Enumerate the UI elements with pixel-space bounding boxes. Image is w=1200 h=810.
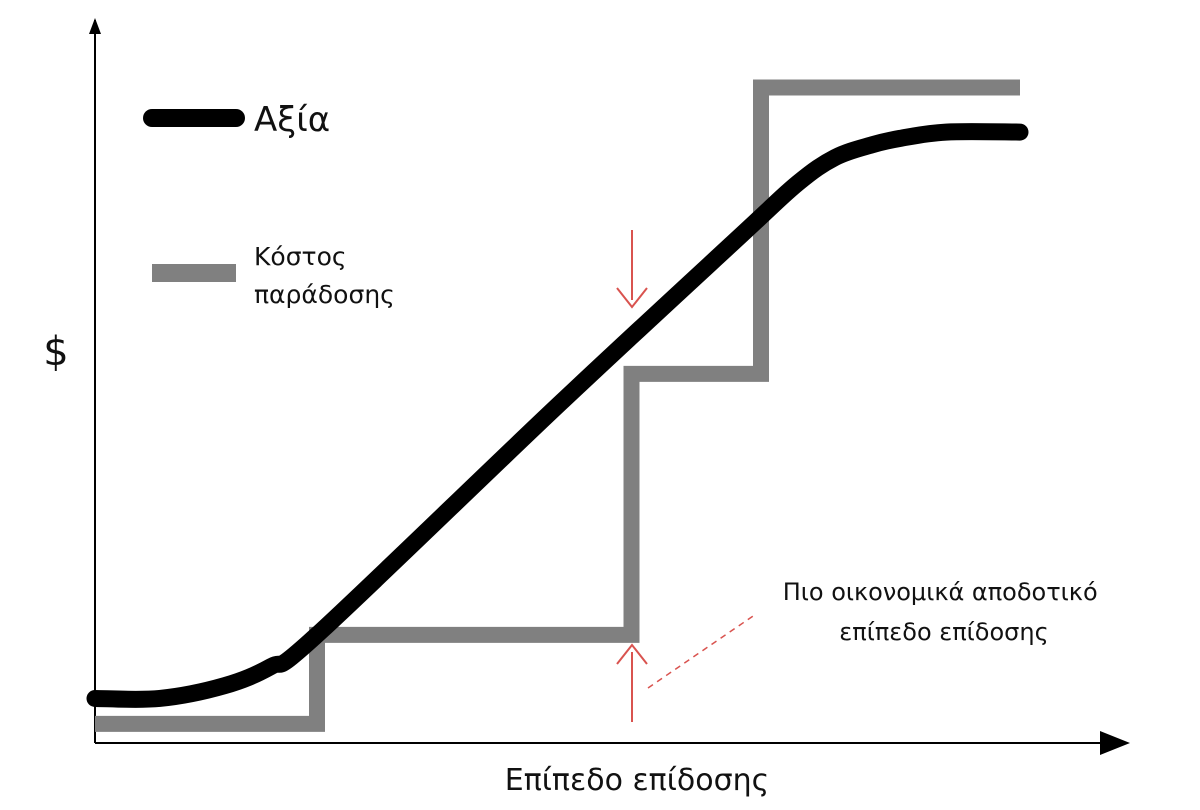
y-axis-label: $ <box>43 329 68 375</box>
y-axis-arrowhead <box>89 18 101 34</box>
annotation-down-arrow-head <box>616 287 648 309</box>
series-line-cost <box>95 79 1020 732</box>
annotation-up-arrow-head <box>616 643 648 665</box>
legend-label-cost-line-1: Κόστος <box>254 242 347 271</box>
annotation-text-line-2: επίπεδο επίδοσης <box>839 618 1048 646</box>
series-line-value <box>86 123 1029 708</box>
legend-label-cost-line-2: παράδοσης <box>254 280 395 309</box>
legend-label-value: Αξία <box>254 100 330 140</box>
legend: Αξία Κόστος παράδοσης <box>143 100 395 309</box>
annotation-text-line-1: Πιο οικονομικά αποδοτικό <box>783 578 1098 606</box>
x-axis-label: Επίπεδο επίδοσης <box>505 763 769 798</box>
series-layer <box>86 79 1029 732</box>
annotation: Πιο οικονομικά αποδοτικό επίπεδο επίδοση… <box>616 230 1106 722</box>
x-axis-arrowhead <box>1100 731 1130 755</box>
annotation-text: Πιο οικονομικά αποδοτικό επίπεδο επίδοση… <box>783 578 1106 646</box>
legend-label-cost: Κόστος παράδοσης <box>254 242 395 309</box>
annotation-leader-line <box>647 613 757 689</box>
